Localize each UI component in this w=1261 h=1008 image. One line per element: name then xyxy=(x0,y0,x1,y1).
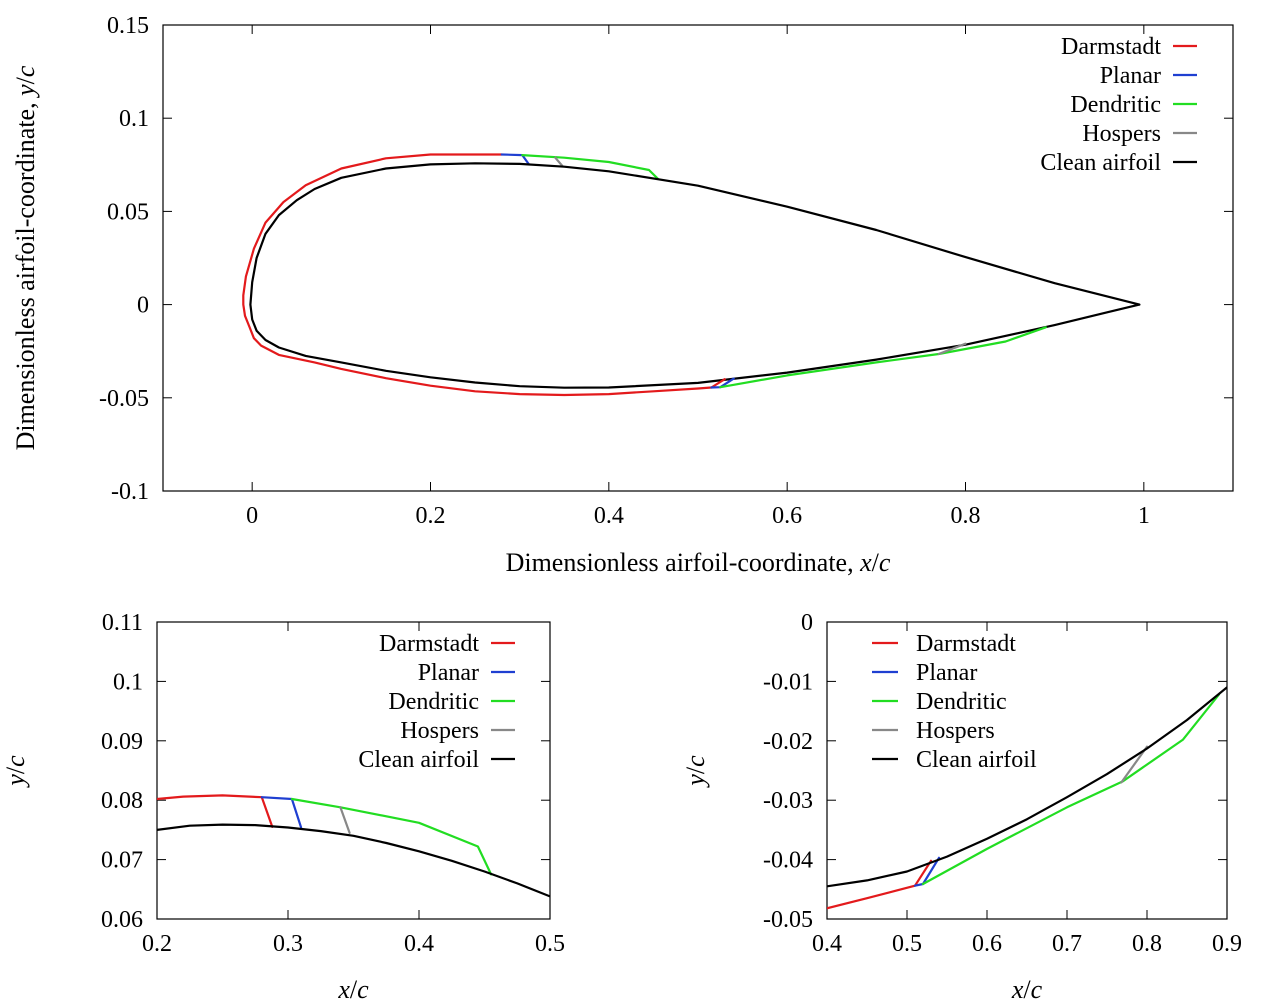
legend-item: Clean airfoil xyxy=(872,747,1037,773)
y-tick-label: -0.1 xyxy=(111,479,149,505)
legend-item: Dendritic xyxy=(388,689,515,715)
legend-label: Clean airfoil xyxy=(1040,150,1161,176)
legend-label: Hospers xyxy=(916,718,995,744)
series-group xyxy=(157,794,550,898)
legend-item: Hospers xyxy=(400,718,515,744)
legend-item: Hospers xyxy=(1082,121,1197,147)
y-tick-label: -0.04 xyxy=(763,848,813,874)
series-line-hospers xyxy=(339,806,351,834)
legend-label: Planar xyxy=(916,660,977,686)
legend-item: Planar xyxy=(1100,63,1197,89)
plot-frame xyxy=(162,24,1234,492)
y-tick-label: 0.05 xyxy=(107,199,149,225)
y-tick-label: -0.05 xyxy=(99,386,149,412)
legend-label: Dendritic xyxy=(916,689,1007,715)
legend-item: Darmstadt xyxy=(379,631,515,657)
x-tick-label: 0.5 xyxy=(535,931,565,957)
legend-item: Hospers xyxy=(872,718,995,744)
legend-item: Dendritic xyxy=(872,689,1007,715)
legend: Darmstadt Planar Dendritic Hospers Clean air… xyxy=(872,631,1037,773)
x-tick-label: 1 xyxy=(1138,503,1150,529)
legend-label: Darmstadt xyxy=(1061,34,1161,60)
y-tick-label: 0.08 xyxy=(101,788,143,814)
legend-item: Dendritic xyxy=(1070,92,1197,118)
legend-label: Hospers xyxy=(400,718,479,744)
series-line-hospers xyxy=(1120,745,1149,784)
plot-frame xyxy=(826,621,1228,920)
y-tick-label: 0 xyxy=(801,610,813,636)
x-tick-label: 0.9 xyxy=(1212,931,1242,957)
legend-item: Darmstadt xyxy=(1061,34,1197,60)
legend-label: Darmstadt xyxy=(379,631,479,657)
x-tick-label: 0 xyxy=(246,503,258,529)
series-line-darmstadt xyxy=(157,794,274,828)
y-tick-label: -0.03 xyxy=(763,788,813,814)
x-axis-label: x/c xyxy=(337,975,369,1004)
x-axis-label: Dimensionless airfoil-coordinate, x/c xyxy=(506,548,891,577)
legend-label: Darmstadt xyxy=(916,631,1016,657)
y-axis-label: Dimensionless airfoil-coordinate, y/c xyxy=(11,65,40,450)
legend-label: Hospers xyxy=(1082,121,1161,147)
legend-label: Clean airfoil xyxy=(358,747,479,773)
series-line-hospers xyxy=(554,156,564,168)
x-tick-label: 0.8 xyxy=(1132,931,1162,957)
y-tick-label: -0.02 xyxy=(763,729,813,755)
x-tick-label: 0.5 xyxy=(892,931,922,957)
x-tick-label: 0.7 xyxy=(1052,931,1082,957)
series-group xyxy=(242,153,1141,397)
plot-frame xyxy=(156,621,551,920)
x-tick-label: 0.4 xyxy=(812,931,842,957)
chart-zoom-lower: 0.4 0.5 0.6 0.7 0.8 0.9 -0.05 -0.04 -0.03 -0.02 -0… xyxy=(763,610,1242,957)
x-tick-label: 0.3 xyxy=(273,931,303,957)
y-tick-label: 0.1 xyxy=(119,106,149,132)
y-tick-label: 0 xyxy=(137,293,149,319)
series-line-dendritic xyxy=(290,797,493,876)
series-line-clean-airfoil xyxy=(249,162,1141,389)
x-axis-label: x/c xyxy=(1011,975,1043,1004)
series-line-darmstadt xyxy=(242,153,713,397)
y-tick-label: 0.15 xyxy=(107,13,149,39)
x-tick-label: 0.4 xyxy=(594,503,624,529)
legend-item: Planar xyxy=(872,660,977,686)
x-tick-label: 0.2 xyxy=(416,503,446,529)
x-tick-label: 0.2 xyxy=(142,931,172,957)
series-line-darmstadt xyxy=(710,378,726,389)
legend-label: Planar xyxy=(418,660,479,686)
legend: Darmstadt Planar Dendritic Hospers Clean air… xyxy=(358,631,515,773)
legend-item: Planar xyxy=(418,660,515,686)
legend-label: Dendritic xyxy=(1070,92,1161,118)
y-tick-label: 0.1 xyxy=(113,669,143,695)
series-line-clean-airfoil xyxy=(157,823,550,898)
series-line-dendritic xyxy=(719,326,1047,389)
y-axis-label: y/c xyxy=(681,755,710,789)
x-tick-label: 0.6 xyxy=(972,931,1002,957)
y-tick-label: -0.05 xyxy=(763,907,813,933)
y-tick-label: -0.01 xyxy=(763,669,813,695)
x-tick-label: 0.6 xyxy=(772,503,802,529)
chart-zoom-upper: 0.2 0.3 0.4 0.5 0.06 0.07 0.08 0.09 0.1 0.11 Darms… xyxy=(101,610,565,957)
legend-item: Darmstadt xyxy=(872,631,1016,657)
y-tick-label: 0.09 xyxy=(101,729,143,755)
series-line-dendritic xyxy=(921,693,1221,886)
legend: Darmstadt Planar Dendritic Hospers Clean air… xyxy=(1040,34,1197,176)
x-tick-label: 0.8 xyxy=(951,503,981,529)
legend-label: Clean airfoil xyxy=(916,747,1037,773)
y-tick-label: 0.06 xyxy=(101,907,143,933)
y-tick-label: 0.11 xyxy=(102,610,143,636)
series-group xyxy=(827,686,1227,910)
series-line-hospers xyxy=(937,342,967,356)
series-line-clean-airfoil xyxy=(827,686,1227,888)
series-line-darmstadt xyxy=(827,859,933,910)
series-line-dendritic xyxy=(521,154,659,180)
chart-main: 0 0.2 0.4 0.6 0.8 1 -0.1 -0.05 0 0.05 0.1 0.15 Darms… xyxy=(99,13,1234,529)
legend-item: Clean airfoil xyxy=(358,747,515,773)
legend-label: Dendritic xyxy=(388,689,479,715)
x-tick-label: 0.4 xyxy=(404,931,434,957)
y-axis-label: y/c xyxy=(1,755,30,789)
legend-label: Planar xyxy=(1100,63,1161,89)
legend-item: Clean airfoil xyxy=(1040,150,1197,176)
y-tick-label: 0.07 xyxy=(101,848,143,874)
